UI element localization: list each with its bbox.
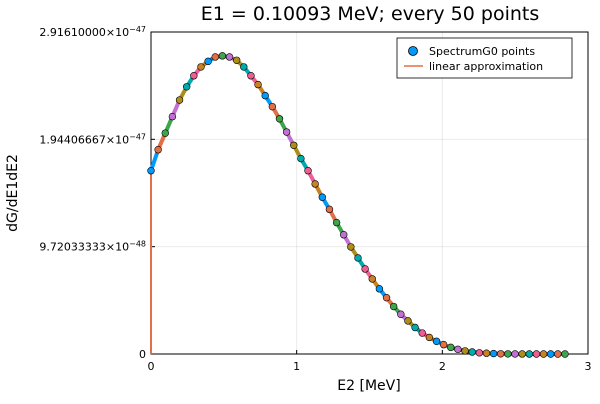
data-point [340, 231, 347, 238]
data-point [155, 146, 162, 153]
data-point [312, 181, 319, 188]
data-point [169, 113, 176, 120]
data-point [447, 344, 454, 351]
data-point [497, 350, 504, 357]
grid [151, 32, 588, 354]
data-point [205, 58, 212, 65]
data-point [476, 349, 483, 356]
data-point [183, 83, 190, 90]
data-point [383, 294, 390, 301]
x-tick-label: 3 [585, 360, 592, 373]
data-point [198, 64, 205, 71]
legend-marker-points [409, 47, 418, 56]
data-point [419, 330, 426, 337]
data-point [547, 351, 554, 358]
data-point [390, 303, 397, 310]
data-point [240, 64, 247, 71]
data-point [433, 338, 440, 345]
data-point [533, 351, 540, 358]
data-point [219, 52, 226, 59]
data-point [412, 324, 419, 331]
data-point [248, 72, 255, 79]
legend: SpectrumG0 points linear approximation [397, 38, 572, 78]
data-point [290, 142, 297, 149]
legend-label: linear approximation [429, 60, 543, 73]
data-point [355, 255, 362, 262]
data-point [462, 348, 469, 355]
data-point [162, 130, 169, 137]
data-point [319, 194, 326, 201]
data-point [483, 350, 490, 357]
y-axis: 0 9.72033333×10−48 1.94406667×10−47 2.91610… [39, 25, 155, 362]
data-point [255, 81, 262, 88]
data-point [562, 351, 569, 358]
data-point [512, 351, 519, 358]
data-point [297, 155, 304, 162]
chart-title: E1 = 0.10093 MeV; every 50 points [201, 3, 540, 25]
data-point [540, 351, 547, 358]
x-tick-label: 2 [439, 360, 446, 373]
data-point [276, 115, 283, 122]
data-point [526, 351, 533, 358]
data-point [226, 54, 233, 61]
data-point [405, 317, 412, 324]
data-point [469, 349, 476, 356]
data-point [305, 167, 312, 174]
data-point [490, 350, 497, 357]
data-point [440, 341, 447, 348]
data-point [212, 54, 219, 61]
data-point [554, 351, 561, 358]
data-point [333, 219, 340, 226]
data-point [426, 334, 433, 341]
data-point [262, 92, 269, 99]
data-point [455, 346, 462, 353]
y-tick-label: 0 [139, 348, 146, 361]
data-point [369, 276, 376, 283]
y-tick-label: 1.94406667×10−47 [39, 132, 146, 147]
x-tick-label: 0 [148, 360, 155, 373]
data-point [347, 243, 354, 250]
y-axis-label: dG/dE1dE2 [5, 154, 21, 232]
data-point [362, 266, 369, 273]
data-point [326, 206, 333, 213]
data-point [504, 350, 511, 357]
data-point [233, 57, 240, 64]
data-point [397, 311, 404, 318]
data-point [190, 72, 197, 79]
y-tick-label: 2.91610000×10−47 [39, 25, 146, 40]
data-point [283, 129, 290, 136]
x-tick-label: 1 [293, 360, 300, 373]
point-layer [148, 52, 569, 357]
legend-label: SpectrumG0 points [429, 45, 535, 58]
data-point [176, 97, 183, 104]
data-point [519, 351, 526, 358]
x-axis-label: E2 [MeV] [337, 378, 400, 394]
data-point [376, 285, 383, 292]
plot-frame [151, 32, 588, 354]
y-tick-label: 9.72033333×10−48 [39, 239, 146, 254]
data-point [148, 167, 155, 174]
line-layer [151, 56, 565, 354]
data-point [269, 103, 276, 110]
